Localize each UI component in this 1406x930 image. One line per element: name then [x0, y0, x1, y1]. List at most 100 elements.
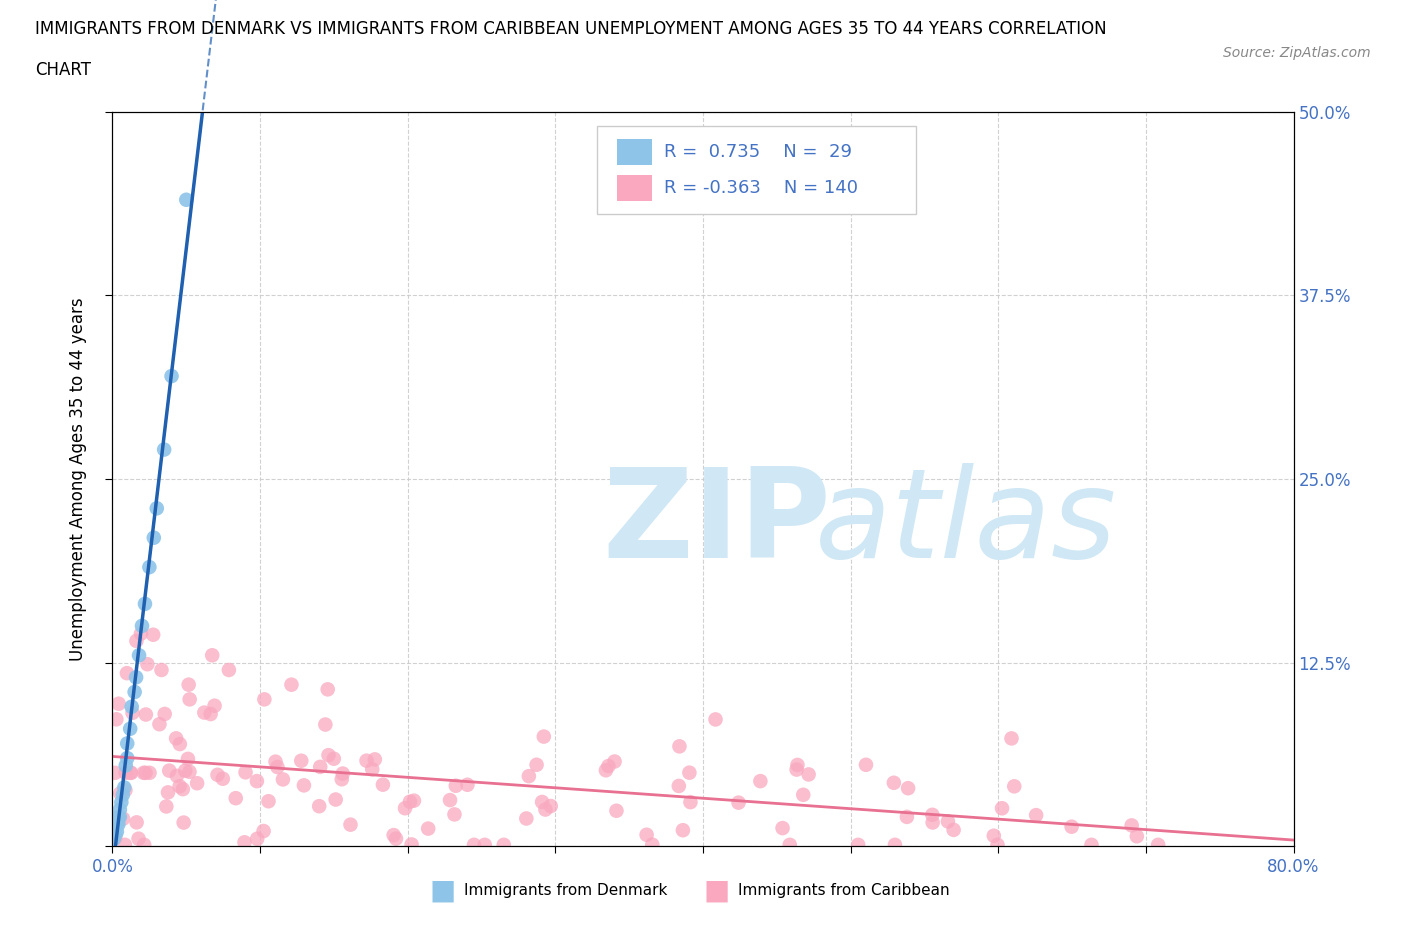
Y-axis label: Unemployment Among Ages 35 to 44 years: Unemployment Among Ages 35 to 44 years	[69, 298, 87, 660]
Point	[641, 837, 664, 852]
Point	[1060, 819, 1083, 834]
Point	[463, 837, 485, 852]
Point	[439, 792, 461, 807]
Point	[207, 767, 229, 782]
Point	[138, 765, 160, 780]
Text: IMMIGRANTS FROM DENMARK VS IMMIGRANTS FROM CARIBBEAN UNEMPLOYMENT AMONG AGES 35 : IMMIGRANTS FROM DENMARK VS IMMIGRANTS FR…	[35, 20, 1107, 38]
Text: Immigrants from Caribbean: Immigrants from Caribbean	[738, 884, 950, 898]
Point	[235, 764, 257, 779]
Point	[897, 781, 920, 796]
Point	[155, 799, 177, 814]
Point	[128, 648, 150, 663]
Point	[104, 765, 127, 780]
Point	[1025, 807, 1047, 822]
Point	[115, 666, 138, 681]
Text: ■: ■	[704, 877, 730, 905]
Point	[533, 729, 555, 744]
Point	[339, 817, 361, 832]
Point	[595, 763, 617, 777]
Point	[443, 807, 465, 822]
Point	[156, 785, 179, 800]
Point	[1126, 829, 1149, 844]
Point	[402, 793, 425, 808]
Point	[253, 692, 276, 707]
Point	[418, 821, 440, 836]
Point	[179, 764, 201, 779]
Point	[107, 809, 129, 824]
Point	[399, 794, 422, 809]
Point	[157, 764, 180, 778]
Point	[179, 692, 201, 707]
Point	[166, 768, 188, 783]
Point	[186, 776, 208, 790]
Point	[401, 837, 423, 852]
Point	[264, 754, 287, 769]
Point	[169, 737, 191, 751]
Point	[114, 837, 136, 852]
Text: atlas: atlas	[815, 462, 1118, 583]
Point	[896, 809, 918, 824]
Point	[526, 757, 548, 772]
Point	[846, 837, 869, 852]
Point	[1000, 731, 1022, 746]
Point	[325, 792, 347, 807]
Point	[153, 442, 176, 457]
Text: Source: ZipAtlas.com: Source: ZipAtlas.com	[1223, 46, 1371, 60]
Point	[104, 830, 127, 844]
Bar	[617, 139, 652, 166]
Point	[169, 778, 191, 793]
Point	[797, 767, 820, 782]
Text: Immigrants from Denmark: Immigrants from Denmark	[464, 884, 668, 898]
Point	[128, 831, 150, 846]
Point	[105, 711, 128, 726]
Point	[246, 774, 269, 789]
Point	[211, 771, 233, 786]
Point	[786, 762, 808, 777]
Point	[605, 804, 627, 818]
Point	[107, 697, 129, 711]
Point	[1147, 837, 1170, 852]
Point	[177, 677, 200, 692]
Point	[792, 788, 814, 803]
Point	[668, 778, 690, 793]
Point	[855, 757, 877, 772]
Point	[103, 831, 125, 846]
Point	[636, 828, 658, 843]
Point	[322, 751, 344, 766]
Point	[986, 837, 1008, 852]
Point	[105, 824, 128, 839]
Point	[515, 811, 537, 826]
Point	[142, 530, 165, 545]
Point	[308, 799, 330, 814]
Point	[290, 753, 312, 768]
Point	[135, 707, 157, 722]
Point	[104, 830, 127, 845]
Text: CHART: CHART	[35, 61, 91, 79]
Point	[174, 764, 197, 778]
Point	[1121, 818, 1143, 833]
Point	[883, 776, 905, 790]
Text: R = -0.363    N = 140: R = -0.363 N = 140	[664, 179, 858, 197]
Point	[779, 837, 801, 852]
Point	[257, 794, 280, 809]
Point	[678, 765, 700, 780]
Point	[114, 783, 136, 798]
Point	[204, 698, 226, 713]
Point	[1002, 778, 1025, 793]
Point	[125, 670, 148, 684]
Point	[382, 828, 405, 843]
Point	[292, 777, 315, 792]
Point	[160, 368, 183, 383]
Point	[598, 759, 620, 774]
FancyBboxPatch shape	[596, 126, 915, 215]
Point	[936, 814, 959, 829]
Point	[136, 657, 159, 671]
Point	[124, 684, 146, 699]
Point	[364, 752, 387, 767]
Point	[174, 193, 197, 207]
Text: R =  0.735    N =  29: R = 0.735 N = 29	[664, 143, 852, 161]
Point	[531, 794, 554, 809]
Point	[330, 772, 353, 787]
Point	[672, 823, 695, 838]
Point	[125, 815, 148, 830]
